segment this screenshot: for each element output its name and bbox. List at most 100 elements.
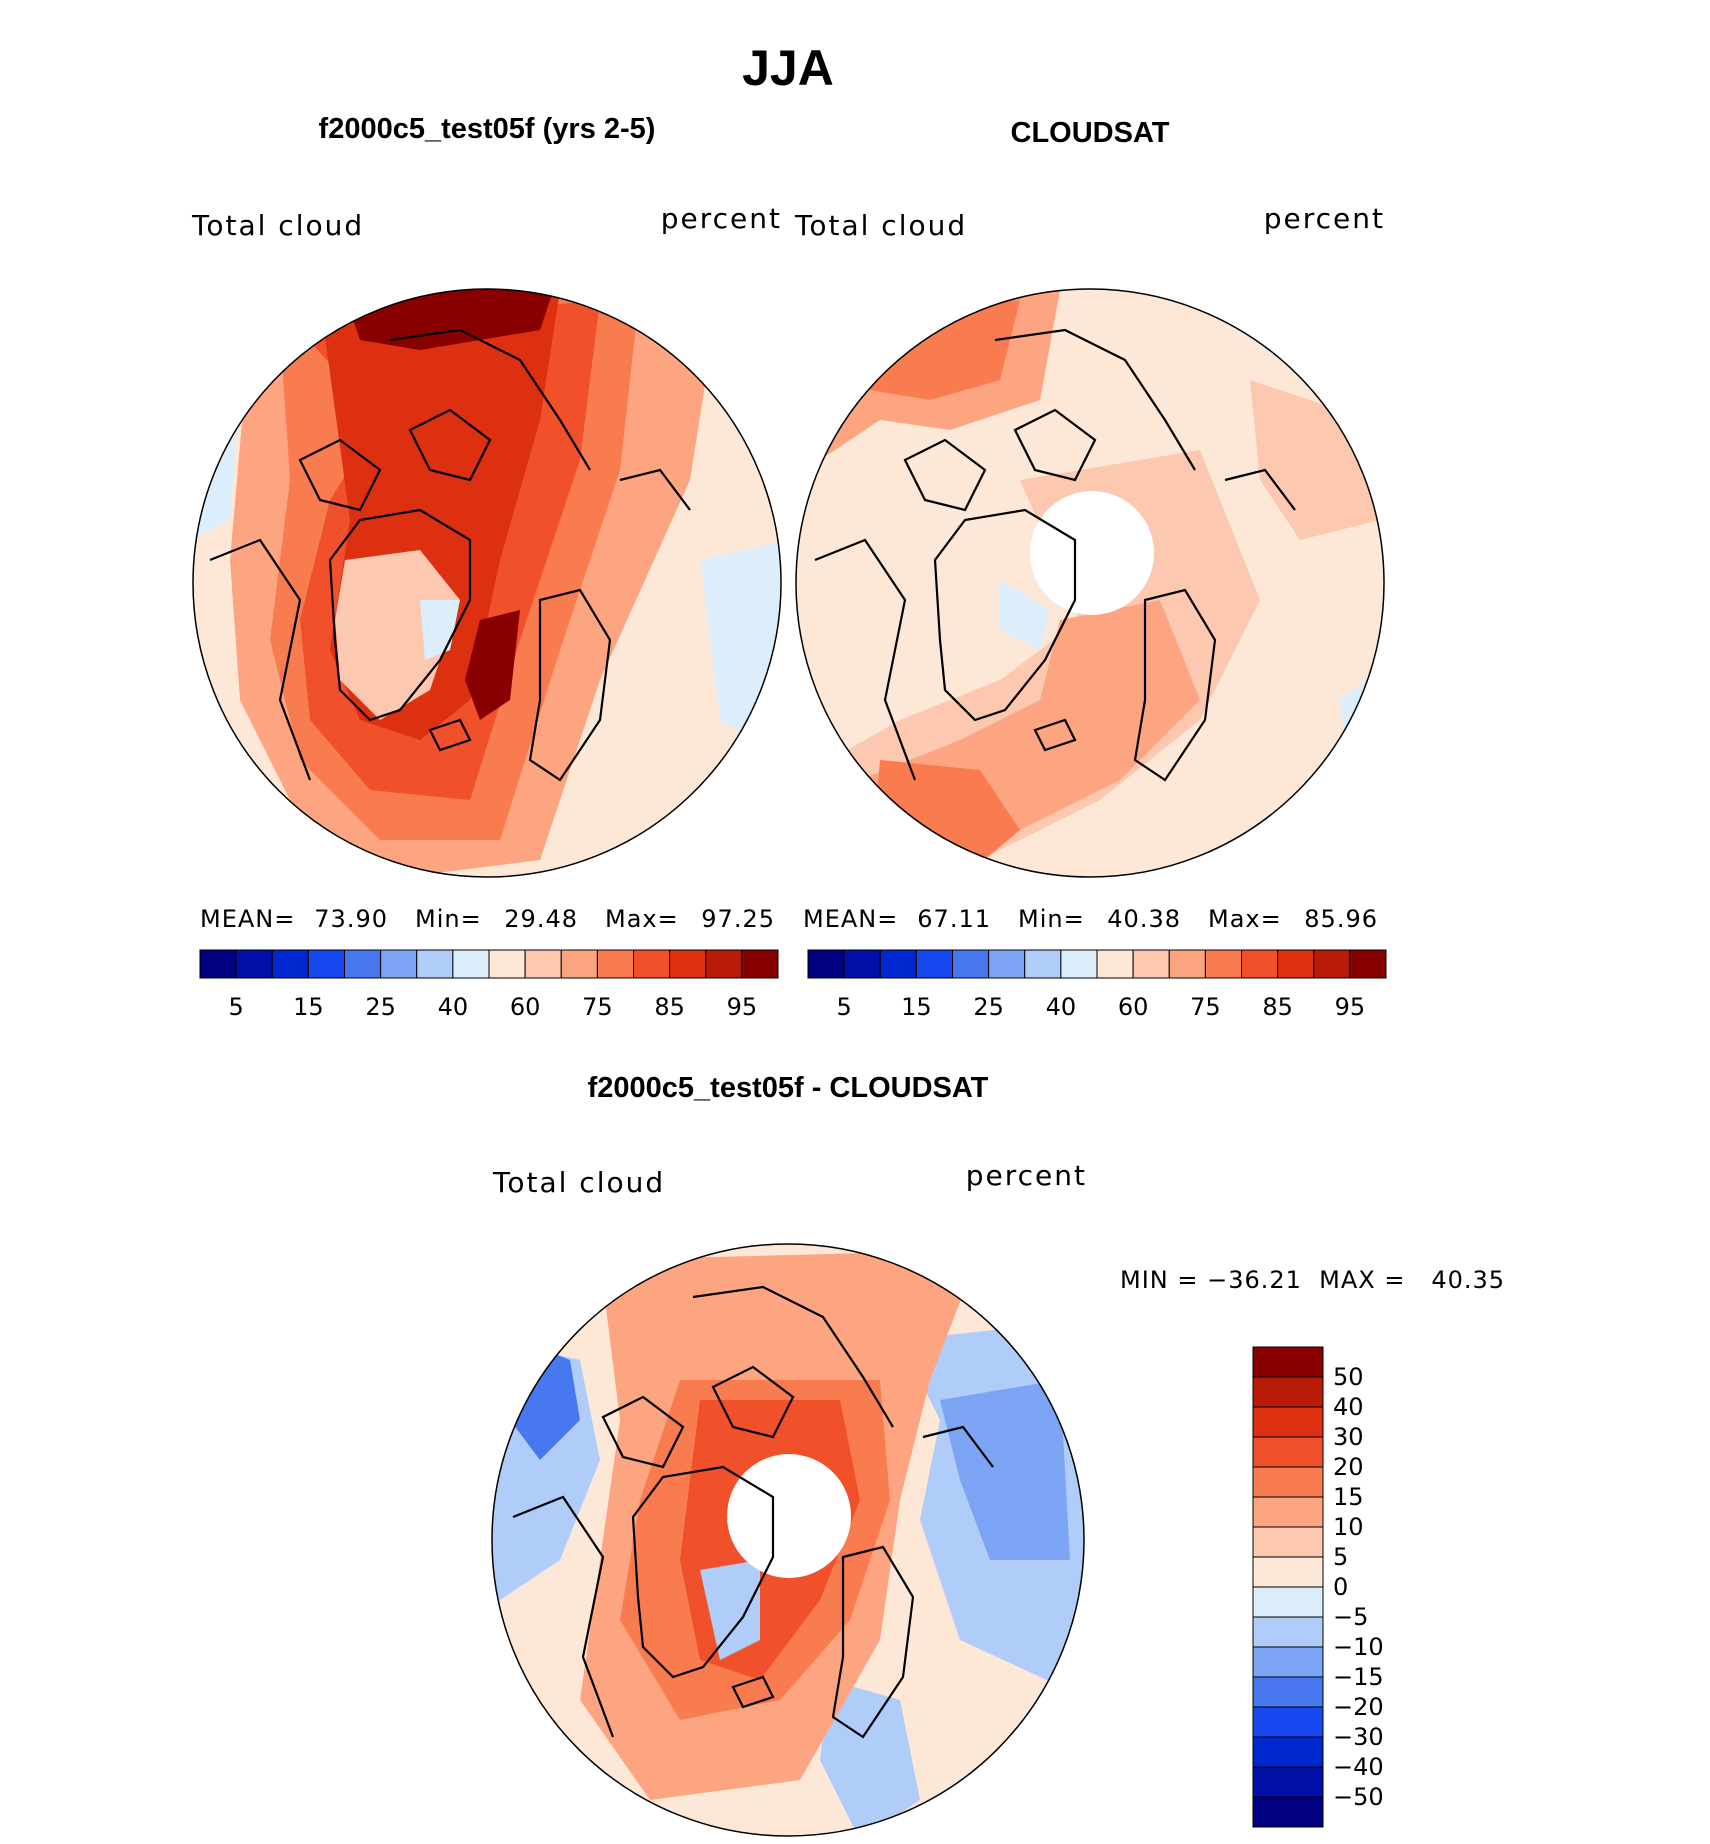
colorbar-model-swatch-3 xyxy=(307,949,345,979)
difference-missing-pole xyxy=(727,1454,851,1578)
colorbar-difference-swatch-4 xyxy=(1252,1466,1324,1498)
colorbar-difference-swatch-8 xyxy=(1252,1586,1324,1618)
colorbar-model-swatch-15 xyxy=(741,949,779,979)
cloudsat-mean-label: MEAN= xyxy=(803,905,898,933)
colorbar-model: 5 15 25 40 60 75 85 95 xyxy=(199,949,779,1021)
model-coastlines xyxy=(209,328,691,782)
model-extreme-region-2 xyxy=(465,610,520,720)
cloudsat-max-value: 85.96 xyxy=(1304,905,1378,933)
colorbar-cloudsat-tick-label: 25 xyxy=(973,993,1004,1021)
colorbar-difference-swatch-15 xyxy=(1252,1796,1324,1828)
colorbar-difference-swatch-1 xyxy=(1252,1376,1324,1408)
colorbar-model-tick-label: 95 xyxy=(727,993,758,1021)
colorbar-cloudsat-swatch-2 xyxy=(879,949,917,979)
colorbar-model-swatch-1 xyxy=(235,949,273,979)
polar-map-difference xyxy=(492,1244,1084,1836)
colorbar-cloudsat-swatch-0 xyxy=(807,949,845,979)
colorbar-difference-swatch-10 xyxy=(1252,1646,1324,1678)
panel-cloudsat-units-label: percent xyxy=(1264,202,1385,235)
colorbar-cloudsat-tick-label: 60 xyxy=(1118,993,1149,1021)
colorbar-difference-tick-label: −40 xyxy=(1333,1753,1384,1781)
colorbar-model-swatch-2 xyxy=(271,949,309,979)
panel-difference-units-label: percent xyxy=(966,1159,1087,1192)
colorbar-difference-tick-label: −30 xyxy=(1333,1723,1384,1751)
colorbar-difference-tick-label: −15 xyxy=(1333,1663,1384,1691)
panel-difference-title: f2000c5_test05f - CLOUDSAT xyxy=(588,1072,989,1104)
cloudsat-max-label: Max= xyxy=(1208,905,1282,933)
colorbar-model-swatch-11 xyxy=(596,949,634,979)
colorbar-model-tick-label: 40 xyxy=(438,993,469,1021)
panel-cloudsat-variable-label: Total cloud xyxy=(794,209,967,242)
cloudsat-mean-value: 67.11 xyxy=(917,905,991,933)
colorbar-model-tick-label: 85 xyxy=(654,993,685,1021)
panel-difference-variable-label: Total cloud xyxy=(492,1166,665,1199)
colorbar-difference-swatch-6 xyxy=(1252,1526,1324,1558)
colorbar-difference-tick-label: 5 xyxy=(1333,1543,1348,1571)
polar-map-cloudsat-border xyxy=(795,288,1385,878)
colorbar-cloudsat: 5 15 25 40 60 75 85 95 xyxy=(807,949,1387,1021)
diff-cool-right-2 xyxy=(940,1380,1070,1560)
panel-model: f2000c5_test05f (yrs 2-5) Total cloud pe… xyxy=(191,113,782,1021)
polar-map-model-border xyxy=(192,288,782,878)
colorbar-model-swatch-4 xyxy=(344,949,382,979)
colorbar-cloudsat-swatch-14 xyxy=(1313,949,1351,979)
model-min-value: 29.48 xyxy=(504,905,578,933)
colorbar-cloudsat-swatch-4 xyxy=(952,949,990,979)
panel-model-stats: MEAN= 73.90 Min= 29.48 Max= 97.25 xyxy=(200,905,774,933)
colorbar-model-tick-label: 75 xyxy=(582,993,613,1021)
colorbar-difference-swatch-7 xyxy=(1252,1556,1324,1588)
colorbar-model-swatch-7 xyxy=(452,949,490,979)
colorbar-cloudsat-swatch-1 xyxy=(843,949,881,979)
model-greenland-clear xyxy=(420,600,460,660)
difference-minmax: MIN = −36.21 MAX = 40.35 xyxy=(1120,1266,1505,1294)
colorbar-difference-swatch-0 xyxy=(1252,1346,1324,1378)
colorbar-cloudsat-swatch-12 xyxy=(1241,949,1279,979)
panel-cloudsat: CLOUDSAT Total cloud percent MEAN= 67.11… xyxy=(794,117,1387,1021)
colorbar-difference-swatch-11 xyxy=(1252,1676,1324,1708)
polar-map-model xyxy=(193,289,781,877)
colorbar-difference-tick-label: −20 xyxy=(1333,1693,1384,1721)
colorbar-cloudsat-swatch-3 xyxy=(915,949,953,979)
colorbar-model-swatch-5 xyxy=(380,949,418,979)
colorbar-difference-tick-label: 40 xyxy=(1333,1393,1364,1421)
colorbar-cloudsat-swatch-10 xyxy=(1168,949,1206,979)
colorbar-difference-swatch-2 xyxy=(1252,1406,1324,1438)
colorbar-cloudsat-tick-label: 75 xyxy=(1190,993,1221,1021)
polar-map-cloudsat xyxy=(796,289,1384,877)
colorbar-cloudsat-tick-label: 85 xyxy=(1262,993,1293,1021)
colorbar-difference-tick-label: 50 xyxy=(1333,1363,1364,1391)
diff-cool-bottom xyxy=(820,1680,920,1836)
colorbar-difference-tick-label: 15 xyxy=(1333,1483,1364,1511)
colorbar-model-swatch-8 xyxy=(488,949,526,979)
colorbar-cloudsat-swatch-8 xyxy=(1096,949,1134,979)
cloudsat-min-label: Min= xyxy=(1018,905,1085,933)
colorbar-model-swatch-0 xyxy=(199,949,237,979)
colorbar-model-tick-label: 25 xyxy=(365,993,396,1021)
colorbar-difference-swatch-13 xyxy=(1252,1736,1324,1768)
colorbar-model-swatch-13 xyxy=(669,949,707,979)
colorbar-model-tick-label: 60 xyxy=(510,993,541,1021)
colorbar-difference-tick-label: 0 xyxy=(1333,1573,1348,1601)
colorbar-difference-tick-label: −10 xyxy=(1333,1633,1384,1661)
colorbar-cloudsat-swatch-11 xyxy=(1204,949,1242,979)
panel-model-variable-label: Total cloud xyxy=(191,209,364,242)
colorbar-cloudsat-tick-label: 95 xyxy=(1335,993,1366,1021)
colorbar-difference-tick-label: −5 xyxy=(1333,1603,1368,1631)
colorbar-model-swatch-12 xyxy=(633,949,671,979)
diff-coastlines xyxy=(512,1285,994,1739)
cloudsat-coastlines xyxy=(814,328,1296,782)
figure-title: JJA xyxy=(742,40,834,96)
model-mean-value: 73.90 xyxy=(314,905,388,933)
panel-model-title: f2000c5_test05f (yrs 2-5) xyxy=(319,113,656,145)
colorbar-model-tick-label: 15 xyxy=(293,993,324,1021)
colorbar-cloudsat-swatch-9 xyxy=(1132,949,1170,979)
colorbar-difference-tick-label: 20 xyxy=(1333,1453,1364,1481)
colorbar-model-swatch-14 xyxy=(705,949,743,979)
colorbar-cloudsat-swatch-15 xyxy=(1349,949,1387,979)
polar-map-difference-border xyxy=(491,1243,1085,1837)
panel-difference: f2000c5_test05f - CLOUDSAT Total cloud p… xyxy=(491,1072,1505,1837)
colorbar-model-swatch-6 xyxy=(416,949,454,979)
model-greenland-ice xyxy=(335,550,460,720)
cloudsat-missing-pole xyxy=(1030,491,1154,615)
